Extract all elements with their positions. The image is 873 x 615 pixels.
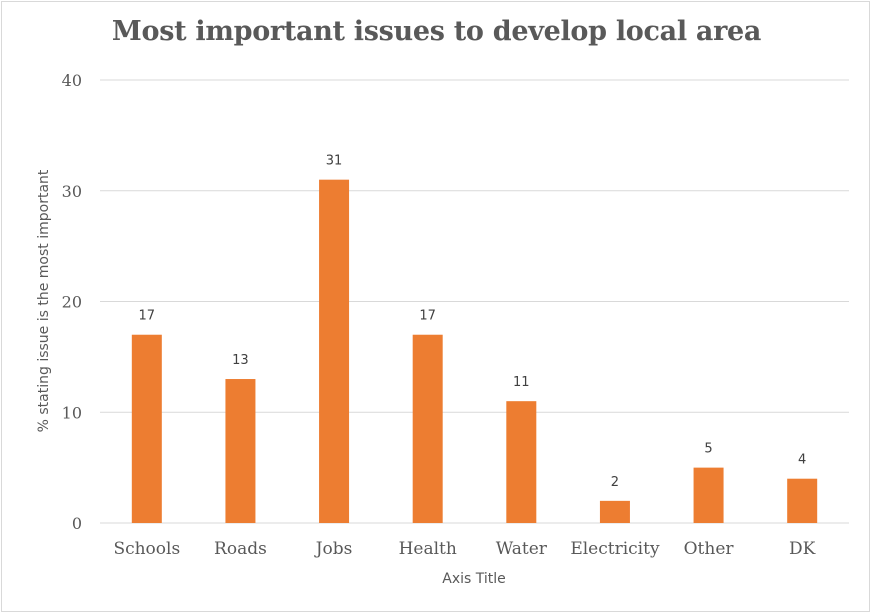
bar-dk [787, 478, 818, 523]
x-tick-label-jobs: Jobs [314, 539, 353, 559]
data-labels: 17 13 31 17 11 2 5 4 [139, 154, 807, 490]
y-tick-label-10: 10 [62, 403, 82, 422]
bar-electricity [599, 500, 630, 523]
bar-health [412, 334, 443, 523]
bar-schools [131, 334, 162, 523]
data-label-health: 17 [419, 309, 436, 324]
bar-other [693, 467, 724, 523]
bars [131, 179, 818, 524]
y-tick-label-30: 30 [62, 182, 82, 201]
y-tick-label-40: 40 [62, 71, 82, 90]
x-tick-label-other: Other [684, 539, 735, 559]
chart-title: Most important issues to develop local a… [111, 16, 762, 47]
y-tick-label-0: 0 [72, 514, 82, 533]
x-tick-label-health: Health [399, 539, 457, 559]
y-axis-title: % stating issue is the most important [36, 169, 52, 432]
data-label-water: 11 [513, 375, 530, 390]
x-tick-label-electricity: Electricity [570, 539, 660, 559]
gridlines [100, 79, 849, 524]
data-label-dk: 4 [798, 453, 806, 468]
data-label-roads: 13 [232, 353, 249, 368]
bar-jobs [319, 179, 350, 524]
data-label-electricity: 2 [611, 475, 619, 490]
x-tick-label-dk: DK [789, 539, 816, 559]
data-label-jobs: 31 [326, 154, 343, 169]
y-tick-label-20: 20 [62, 293, 82, 312]
data-label-other: 5 [704, 442, 712, 457]
x-tick-label-water: Water [496, 539, 548, 559]
y-axis-ticks: 0 10 20 30 40 [62, 71, 82, 533]
x-axis-ticks: Schools Roads Jobs Health Water Electricity Ot… [113, 539, 815, 559]
bar-roads [225, 379, 256, 523]
x-axis-title: Axis Title [442, 571, 506, 587]
x-tick-label-roads: Roads [214, 539, 267, 559]
x-tick-label-schools: Schools [113, 539, 180, 559]
data-label-schools: 17 [139, 309, 156, 324]
bar-water [506, 401, 537, 523]
